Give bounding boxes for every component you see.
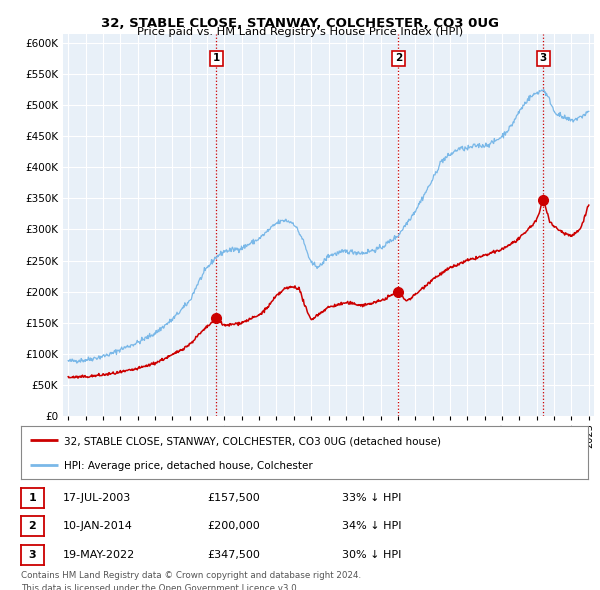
Text: 3: 3 [29,550,36,559]
Text: Contains HM Land Registry data © Crown copyright and database right 2024.: Contains HM Land Registry data © Crown c… [21,571,361,579]
Text: 10-JAN-2014: 10-JAN-2014 [63,522,133,531]
Text: HPI: Average price, detached house, Colchester: HPI: Average price, detached house, Colc… [64,461,312,471]
Text: This data is licensed under the Open Government Licence v3.0.: This data is licensed under the Open Gov… [21,584,299,590]
Text: 1: 1 [213,54,220,64]
Text: £200,000: £200,000 [207,522,260,531]
Text: 17-JUL-2003: 17-JUL-2003 [63,493,131,503]
Text: Price paid vs. HM Land Registry's House Price Index (HPI): Price paid vs. HM Land Registry's House … [137,27,463,37]
Text: 32, STABLE CLOSE, STANWAY, COLCHESTER, CO3 0UG: 32, STABLE CLOSE, STANWAY, COLCHESTER, C… [101,17,499,30]
Text: 3: 3 [540,54,547,64]
Text: 2: 2 [29,522,36,531]
Text: 34% ↓ HPI: 34% ↓ HPI [342,522,401,531]
Text: £347,500: £347,500 [207,550,260,559]
Text: £157,500: £157,500 [207,493,260,503]
Text: 1: 1 [29,493,36,503]
Text: 32, STABLE CLOSE, STANWAY, COLCHESTER, CO3 0UG (detached house): 32, STABLE CLOSE, STANWAY, COLCHESTER, C… [64,437,440,447]
Text: 2: 2 [395,54,402,64]
Text: 19-MAY-2022: 19-MAY-2022 [63,550,135,559]
Text: 30% ↓ HPI: 30% ↓ HPI [342,550,401,559]
Text: 33% ↓ HPI: 33% ↓ HPI [342,493,401,503]
